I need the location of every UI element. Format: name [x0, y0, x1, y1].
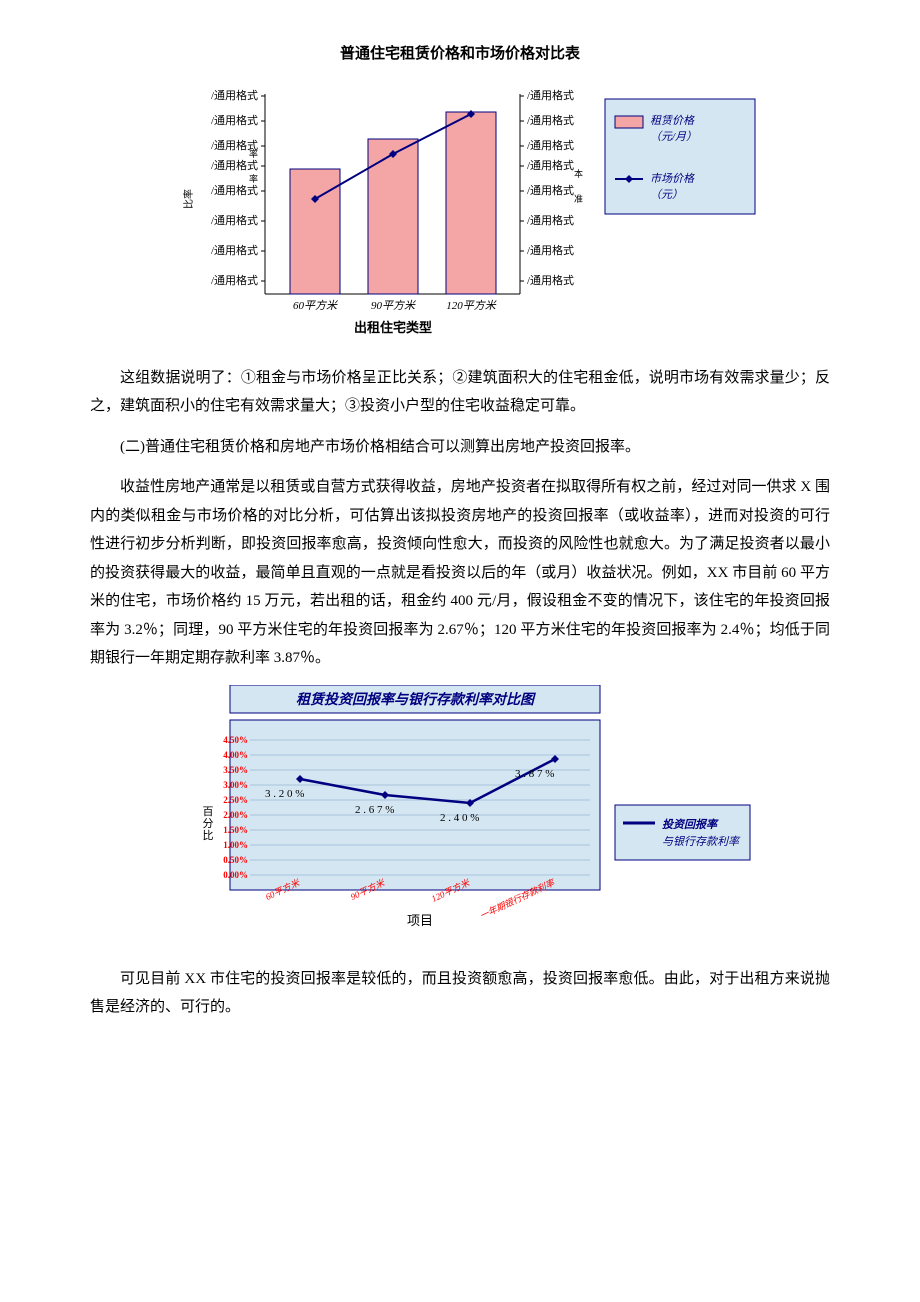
svg-text:/通用格式: /通用格式 — [527, 88, 574, 102]
svg-text:与银行存款利率: 与银行存款利率 — [662, 835, 741, 848]
svg-text:（元）: （元） — [650, 188, 683, 201]
svg-text:/通用格式: /通用格式 — [527, 213, 574, 227]
svg-text:/通用格式: /通用格式 — [211, 213, 258, 227]
svg-text:/通用格式: /通用格式 — [527, 243, 574, 257]
svg-text:3 . 8 7 %: 3 . 8 7 % — [515, 768, 554, 780]
svg-text:4.00%: 4.00% — [223, 750, 248, 760]
section-2-head: (二)普通住宅租赁价格和房地产市场价格相结合可以测算出房地产投资回报率。 — [90, 433, 830, 462]
svg-text:比率: 比率 — [182, 189, 195, 209]
svg-text:准: 准 — [574, 194, 583, 204]
svg-text:/通用格式: /通用格式 — [211, 273, 258, 287]
svg-text:（元/月）: （元/月） — [650, 130, 697, 143]
svg-text:/通用格式: /通用格式 — [211, 183, 258, 197]
svg-text:率: 率 — [249, 173, 258, 184]
svg-text:出租住宅类型: 出租住宅类型 — [354, 320, 432, 335]
svg-text:/通用格式: /通用格式 — [527, 158, 574, 172]
svg-text:/通用格式: /通用格式 — [527, 113, 574, 127]
svg-text:2.50%: 2.50% — [223, 795, 248, 805]
svg-text:投资回报率: 投资回报率 — [662, 818, 719, 831]
svg-text:0.50%: 0.50% — [223, 855, 248, 865]
chart1-svg: /通用格式 /通用格式 /通用格式 /通用格式 /通用格式 /通用格式 /通用格… — [150, 84, 770, 344]
svg-text:/通用格式: /通用格式 — [211, 113, 258, 127]
svg-text:/通用格式: /通用格式 — [527, 138, 574, 152]
chart2-title: 租赁投资回报率与银行存款利率对比图 — [296, 691, 536, 708]
svg-text:3 . 2 0 %: 3 . 2 0 % — [265, 788, 304, 800]
svg-text:市场价格: 市场价格 — [650, 172, 695, 185]
svg-text:率: 率 — [249, 148, 258, 159]
para-2: 收益性房地产通常是以租赁或自营方式获得收益，房地产投资者在拟取得所有权之前，经过… — [90, 473, 830, 673]
para-1: 这组数据说明了：①租金与市场价格呈正比关系；②建筑面积大的住宅租金低，说明市场有… — [90, 364, 830, 421]
svg-text:0.00%: 0.00% — [223, 870, 248, 880]
svg-text:本: 本 — [574, 168, 583, 179]
svg-text:4.50%: 4.50% — [223, 735, 248, 745]
svg-text:120平方米: 120平方米 — [446, 299, 496, 312]
svg-text:60平方米: 60平方米 — [293, 299, 338, 312]
svg-text:比: 比 — [203, 829, 214, 842]
svg-text:项目: 项目 — [407, 913, 433, 928]
svg-text:租赁价格: 租赁价格 — [650, 114, 695, 127]
svg-text:3.00%: 3.00% — [223, 780, 248, 790]
svg-text:1.00%: 1.00% — [223, 840, 248, 850]
svg-text:/通用格式: /通用格式 — [527, 273, 574, 287]
svg-text:2 . 4 0 %: 2 . 4 0 % — [440, 812, 479, 824]
chart1-title: 普通住宅租赁价格和市场价格对比表 — [90, 40, 830, 69]
svg-text:2.00%: 2.00% — [223, 810, 248, 820]
svg-text:分: 分 — [203, 817, 214, 830]
svg-text:百: 百 — [203, 806, 214, 818]
svg-text:/通用格式: /通用格式 — [211, 243, 258, 257]
svg-text:3.50%: 3.50% — [223, 765, 248, 775]
svg-text:/通用格式: /通用格式 — [527, 183, 574, 197]
svg-text:/通用格式: /通用格式 — [211, 158, 258, 172]
svg-text:/通用格式: /通用格式 — [211, 88, 258, 102]
para-3: 可见目前 XX 市住宅的投资回报率是较低的，而且投资额愈高，投资回报率愈低。由此… — [90, 965, 830, 1022]
svg-text:90平方米: 90平方米 — [371, 299, 416, 312]
svg-text:2 . 6 7 %: 2 . 6 7 % — [355, 804, 394, 816]
chart2-svg: 租赁投资回报率与银行存款利率对比图 0.00% 0.50% 1.00% 1.50… — [160, 685, 760, 945]
svg-text:1.50%: 1.50% — [223, 825, 248, 835]
